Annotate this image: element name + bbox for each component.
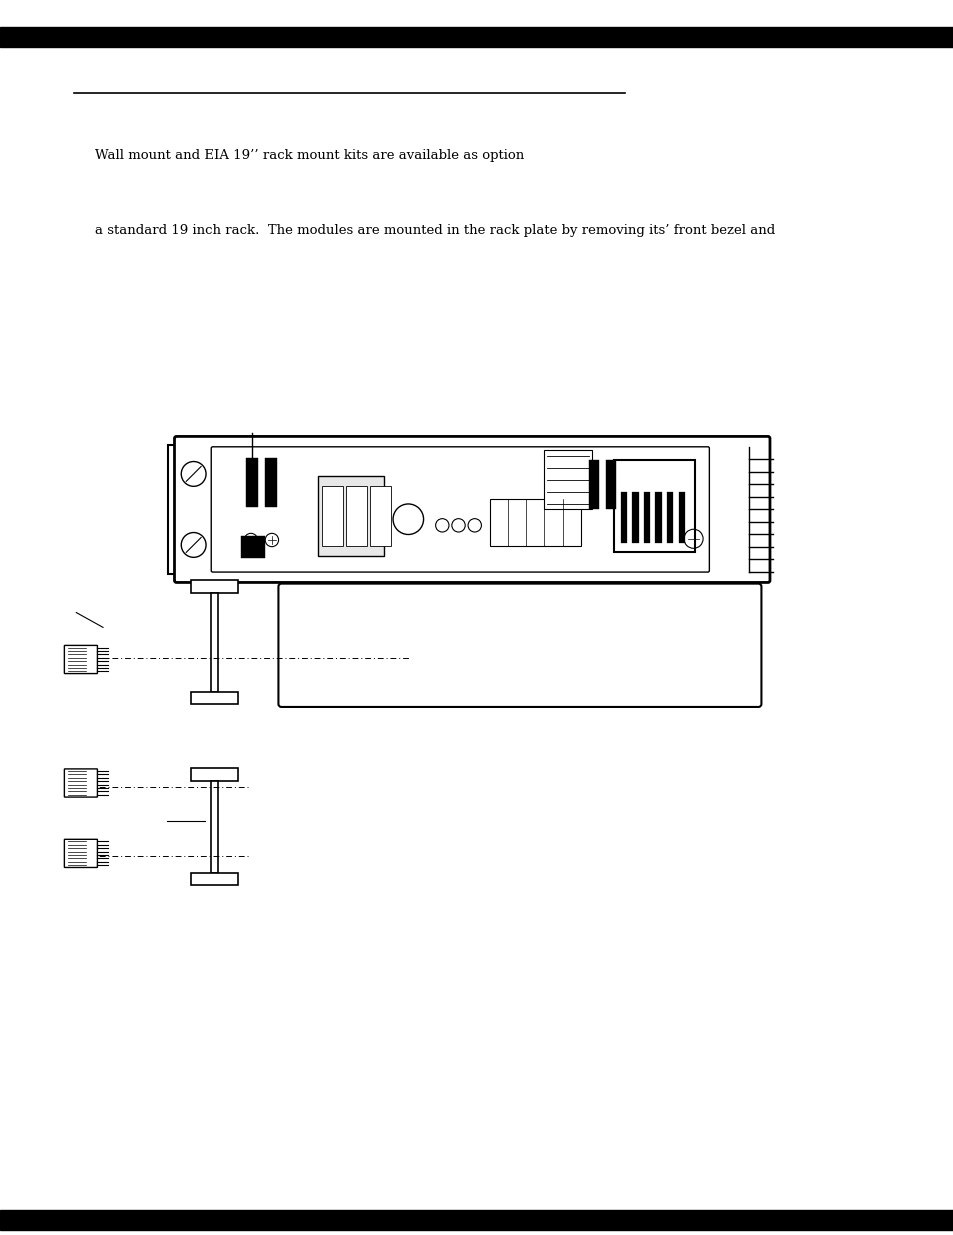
Bar — [317, 475, 384, 556]
Bar — [322, 485, 343, 546]
Bar — [241, 536, 265, 558]
Circle shape — [181, 462, 206, 487]
Bar — [678, 492, 684, 543]
Bar — [370, 485, 391, 546]
FancyBboxPatch shape — [64, 646, 97, 673]
Bar — [544, 451, 592, 510]
FancyBboxPatch shape — [64, 769, 97, 797]
Bar — [620, 492, 626, 543]
Bar — [643, 492, 650, 543]
Text: Wall mount and EIA 19’’ rack mount kits are available as option: Wall mount and EIA 19’’ rack mount kits … — [95, 148, 524, 162]
Bar — [0, 27, 953, 47]
Bar — [191, 873, 238, 885]
Bar — [0, 1210, 953, 1230]
Bar — [605, 461, 615, 510]
FancyBboxPatch shape — [174, 436, 769, 583]
Text: a standard 19 inch rack.  The modules are mounted in the rack plate by removing : a standard 19 inch rack. The modules are… — [95, 224, 775, 237]
Bar — [211, 781, 218, 873]
Bar — [211, 593, 218, 692]
Bar — [191, 580, 238, 593]
FancyBboxPatch shape — [278, 584, 760, 706]
FancyBboxPatch shape — [64, 840, 97, 867]
Bar — [655, 492, 661, 543]
Bar — [191, 768, 238, 781]
Circle shape — [181, 532, 206, 557]
Bar — [346, 485, 367, 546]
Bar — [588, 461, 598, 510]
Bar — [632, 492, 638, 543]
Bar — [191, 692, 238, 704]
Bar — [490, 499, 580, 546]
Bar — [168, 445, 196, 574]
Bar — [666, 492, 673, 543]
Bar — [613, 459, 694, 552]
Bar — [246, 458, 257, 508]
Bar — [265, 458, 276, 508]
